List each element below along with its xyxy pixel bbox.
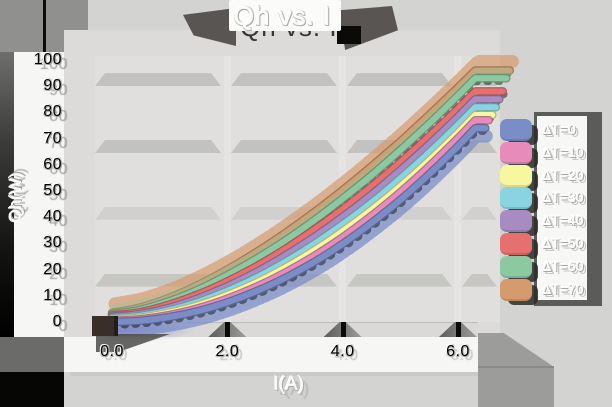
floor-tick-line — [340, 322, 346, 337]
bottom-left-shadow-black — [0, 372, 64, 407]
gridline-slab — [231, 274, 337, 287]
y-tick-label: 30 — [43, 234, 62, 252]
vertical-gridline — [454, 56, 462, 322]
x-axis-title: I(A) — [273, 374, 305, 395]
gridline-slab — [347, 207, 452, 220]
y-tick-label: 70 — [43, 129, 62, 147]
vertical-gridline — [339, 56, 347, 322]
x-tick-label: 6.0 — [446, 343, 470, 360]
legend-item: ΔT=40 — [542, 212, 584, 229]
y-tick-label: 20 — [43, 260, 62, 278]
left-edge-shadow — [0, 52, 14, 407]
title-plate — [229, 0, 341, 31]
x-tick-label: 4.0 — [330, 343, 355, 360]
legend-swatch — [500, 233, 532, 255]
legend-item: ΔT=70 — [542, 280, 584, 297]
gridline-slab — [95, 140, 221, 153]
gridline-slab — [347, 274, 452, 287]
legend-swatch — [500, 210, 532, 233]
y-axis-plate — [14, 52, 64, 337]
bottom-right-shadow-seam — [478, 366, 554, 368]
y-tick-label: 100 — [33, 51, 62, 68]
legend-swatch — [500, 164, 532, 187]
gridline-slab — [231, 207, 337, 220]
gridline-slab — [231, 140, 337, 153]
legend-item: ΔT=20 — [542, 166, 584, 183]
legend-swatch — [500, 255, 532, 278]
legend-item: ΔT=50 — [542, 235, 584, 251]
floor-tick-line — [455, 322, 461, 337]
legend-item: ΔT=60 — [542, 257, 584, 274]
y-tick-label: 80 — [43, 103, 62, 121]
chart-title: Qh vs. I — [234, 1, 332, 31]
legend-swatch — [500, 187, 532, 210]
gridline-slab — [95, 207, 221, 220]
x-axis-plate-shadow — [70, 372, 478, 376]
gridline-slab — [95, 274, 221, 287]
floor-tick-line — [225, 322, 231, 337]
bottom-left-shadow-gray — [0, 337, 64, 372]
y-tick-label: 60 — [43, 155, 62, 173]
legend-item: ΔT=0 — [542, 121, 576, 137]
legend-swatch — [500, 141, 532, 164]
legend-label-plate — [537, 116, 587, 300]
bottom-right-shadow-block — [478, 333, 554, 407]
legend-item: ΔT=30 — [542, 189, 584, 206]
y-tick-label: 90 — [43, 77, 62, 95]
x-tick-label: 0.0 — [100, 343, 124, 360]
legend-item: ΔT=10 — [542, 143, 584, 160]
x-tick-label: 2.0 — [215, 343, 240, 360]
gridline-slab — [231, 73, 337, 86]
top-left-shadow-line — [43, 0, 46, 52]
y-tick-label: 40 — [43, 208, 62, 226]
gridline-slab — [347, 140, 452, 153]
y-tick-label: 0 — [52, 313, 62, 330]
gridline-slab — [347, 73, 452, 86]
legend-swatch — [500, 278, 532, 301]
legend-swatch — [500, 119, 532, 141]
vertical-gridline — [223, 56, 231, 322]
y-tick-label: 50 — [43, 182, 62, 199]
y-tick-label: 10 — [43, 286, 62, 304]
gridline-slab — [95, 73, 221, 86]
origin-corner-block — [92, 316, 118, 336]
title-shadow-dark-bit — [337, 26, 361, 44]
